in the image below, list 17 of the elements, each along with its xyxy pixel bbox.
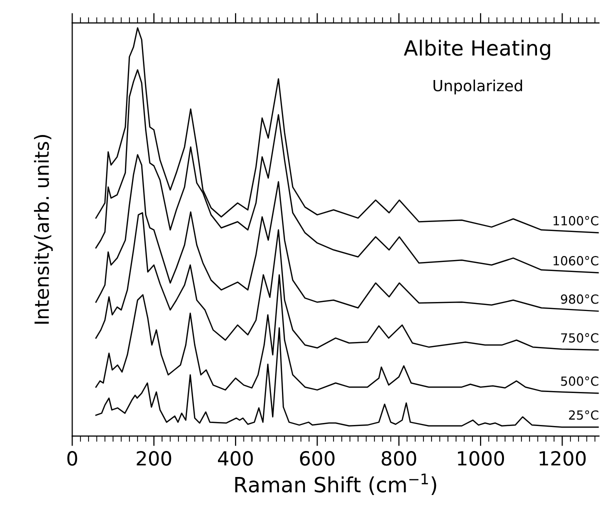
- y-axis-title: Intensity(arb. units): [34, 135, 53, 324]
- series-label: 750°C: [561, 333, 598, 343]
- x-tick-label: 0: [67, 451, 78, 466]
- series-label: 1100°C: [554, 216, 598, 226]
- text: Albite Heating: [404, 40, 550, 60]
- x-tick-label: 800: [382, 451, 416, 466]
- x-tick-label: 200: [136, 451, 172, 466]
- series-label: 25°C: [569, 410, 598, 420]
- x-tick-label: 600: [300, 451, 335, 466]
- series-label: 980°C: [560, 294, 598, 304]
- x-tick-label: 400: [218, 451, 253, 466]
- x-tick-label: 1200: [540, 451, 586, 466]
- series-label: 1060°C: [554, 256, 598, 266]
- x-axis-title: Raman Shift (cm$^{−1}$): [235, 474, 436, 495]
- text: Unpolarized: [434, 80, 522, 94]
- x-tick-label: 1000: [458, 451, 504, 466]
- series-label: 500°C: [561, 376, 598, 386]
